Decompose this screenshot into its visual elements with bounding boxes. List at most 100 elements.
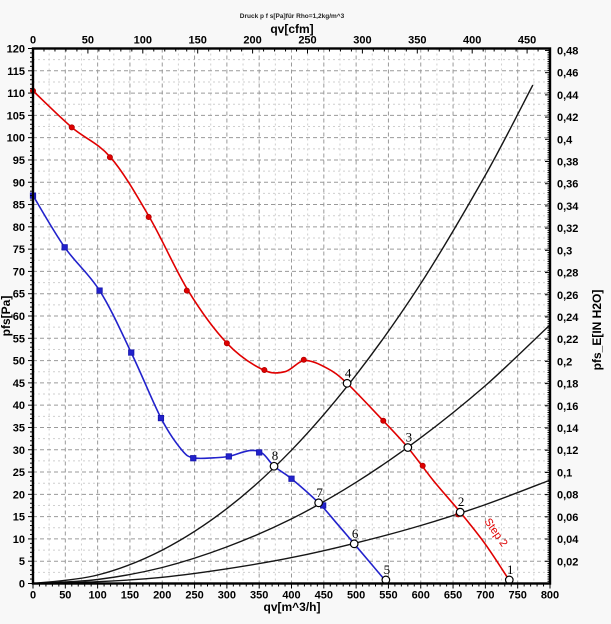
fan-curve-step-2-red-marker: [68, 124, 75, 131]
right-tick-label: 0,08: [557, 490, 578, 502]
right-tick-label: 0,44: [557, 90, 579, 102]
right-tick-label: 0,32: [557, 223, 578, 235]
top-tick-label: 250: [298, 35, 316, 47]
right-tick-label: 0,18: [557, 379, 578, 391]
series-markers: [29, 87, 462, 518]
right-tick-label: 0,16: [557, 401, 578, 413]
left-tick-label: 115: [7, 66, 25, 78]
bottom-tick-label: 400: [282, 590, 300, 602]
operating-point-label-8: 8: [272, 448, 279, 463]
top-tick-label: 400: [463, 35, 481, 47]
left-tick-label: 0: [19, 579, 25, 591]
fan-curve-step-1-blue-marker: [190, 455, 197, 462]
left-tick-label: 55: [13, 333, 25, 345]
bottom-tick-label: 350: [250, 590, 268, 602]
top-tick-label: 300: [353, 35, 371, 47]
axis-tick-labels: 0510152025303540455055606570758085909510…: [7, 35, 580, 602]
operating-point-3: [403, 443, 413, 452]
left-tick-label: 40: [13, 400, 25, 412]
right-tick-label: 0,14: [557, 423, 579, 435]
right-tick-label: 0,24: [557, 312, 579, 324]
right-tick-label: 0,4: [557, 134, 573, 146]
right-tick-label: 0,36: [557, 179, 578, 191]
top-tick-label: 350: [408, 35, 426, 47]
system-curve-flat: [32, 479, 551, 585]
operating-point-label-7: 7: [316, 485, 323, 500]
right-tick-label: 0,1: [557, 467, 572, 479]
fan-curve-step-2-red-marker: [261, 366, 268, 373]
left-tick-label: 80: [13, 222, 25, 234]
bottom-tick-label: 300: [218, 590, 236, 602]
right-tick-label: 0,02: [557, 556, 578, 568]
left-tick-label: 50: [13, 356, 25, 368]
top-tick-label: 50: [82, 35, 94, 47]
operating-point-4: [342, 378, 352, 388]
fan-curve-step-1-blue-marker: [96, 287, 103, 294]
operating-point-6: [349, 539, 359, 549]
left-tick-label: 15: [13, 512, 25, 524]
fan-curve-step-2-red-marker: [300, 356, 307, 363]
fan-curve-step-2-red-marker: [183, 287, 190, 294]
right-tick-label: 0,38: [557, 157, 578, 169]
bottom-tick-label: 750: [509, 590, 527, 602]
bottom-tick-label: 800: [541, 590, 559, 602]
grid-major: [33, 48, 550, 584]
right-tick-label: 0,46: [557, 68, 578, 80]
fan-curve-step-2-red-marker: [145, 214, 152, 221]
bottom-tick-label: 250: [185, 590, 203, 602]
right-tick-label: 0,22: [557, 334, 578, 346]
operating-point-8: [269, 461, 279, 471]
fan-curve-step-1-blue-marker: [128, 349, 135, 356]
left-tick-label: 90: [13, 177, 25, 189]
fan-curve-step-1-blue-marker: [225, 453, 232, 460]
fan-curve-step-1-blue-marker: [157, 414, 165, 422]
top-tick-label: 450: [518, 35, 536, 47]
top-tick-label: 0: [30, 35, 36, 47]
left-tick-label: 10: [13, 534, 25, 546]
top-tick-label: 100: [134, 35, 152, 47]
fan-curve-step-1-blue-marker: [288, 475, 295, 482]
operating-point-label-2: 2: [458, 494, 465, 509]
bottom-tick-label: 150: [121, 590, 139, 602]
right-tick-label: 0,26: [557, 290, 578, 302]
left-tick-label: 35: [13, 422, 25, 434]
bottom-tick-label: 550: [379, 590, 397, 602]
bottom-tick-label: 0: [30, 590, 36, 602]
bottom-tick-label: 200: [153, 590, 171, 602]
bottom-tick-label: 650: [444, 590, 462, 602]
top-tick-label: 200: [243, 35, 261, 47]
y-axis-left-title: pfs[Pa]: [0, 296, 13, 337]
fan-curve-step-1-blue-marker: [256, 449, 263, 456]
left-tick-label: 45: [13, 378, 25, 390]
right-tick-label: 0,34: [557, 201, 579, 213]
plot-frame: [31, 47, 552, 585]
right-tick-label: 0,28: [557, 268, 578, 280]
bottom-tick-label: 600: [412, 590, 430, 602]
y-axis-right-title: pfs_E[IN H2O]: [590, 290, 604, 371]
right-tick-label: 0,12: [557, 445, 578, 457]
left-tick-label: 65: [13, 289, 25, 301]
left-tick-label: 100: [7, 133, 25, 145]
left-tick-label: 60: [13, 311, 25, 323]
bottom-tick-label: 50: [59, 590, 71, 602]
operating-point-label-6: 6: [352, 526, 359, 541]
fan-curve-step-2-red-marker: [223, 340, 230, 347]
bottom-tick-label: 100: [88, 590, 106, 602]
operating-point-label-1: 1: [507, 562, 514, 577]
right-tick-label: 0,2: [557, 356, 572, 368]
operating-point-label-3: 3: [406, 430, 413, 445]
right-tick-label: 0,42: [557, 112, 578, 124]
fan-curve-step-2-red-marker: [106, 154, 113, 161]
left-tick-label: 5: [19, 556, 25, 568]
left-tick-label: 110: [7, 88, 25, 100]
left-tick-label: 120: [7, 44, 25, 56]
operating-point-label-5: 5: [384, 562, 391, 577]
right-tick-label: 0,3: [557, 245, 572, 257]
x-axis-top-title: qv[cfm]: [270, 22, 313, 36]
chart-title: Druck p f s[Pa]für Rho=1,2kg/m^3: [240, 12, 345, 20]
operating-point-label-4: 4: [345, 365, 352, 380]
left-tick-label: 105: [7, 110, 25, 122]
system-curve-steep: [32, 84, 534, 585]
left-tick-label: 95: [13, 155, 25, 167]
